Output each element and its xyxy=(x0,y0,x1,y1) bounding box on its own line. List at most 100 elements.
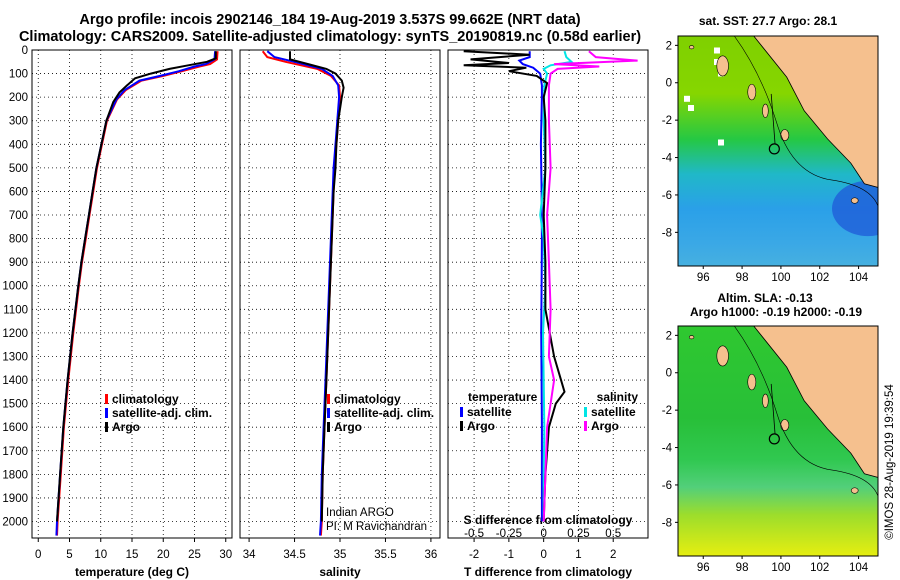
sdiff-legend-argo-swatch xyxy=(584,421,587,431)
sla-map-subtitle: Argo h1000: -0.19 h2000: -0.19 xyxy=(690,305,862,319)
depth-tick-label: 900 xyxy=(9,257,28,269)
sla_map-land xyxy=(753,326,878,478)
chart-title-line2: Climatology: CARS2009. Satellite-adjuste… xyxy=(18,29,642,45)
sdiff-axis-label: S difference from climatology xyxy=(464,513,633,527)
sal-annotation-line1: Indian ARGO xyxy=(326,507,394,519)
temp-legend-climatology-label: climatology xyxy=(112,392,179,406)
sla_map-lat-label: -2 xyxy=(662,405,672,417)
sst_map: 96 98 100 102 104 2 0 -2 -4 -6 -8 xyxy=(662,35,879,284)
sla_map-field xyxy=(678,326,878,556)
sal-legend-argo-swatch xyxy=(327,422,330,432)
tdiff-axis-label: T difference from climatology xyxy=(464,565,632,579)
sst_map-lon-label: 100 xyxy=(771,272,790,284)
sla_map-lon-label: 100 xyxy=(771,562,790,574)
sst_map-cold-patch xyxy=(832,180,878,237)
temp-legend-argo-swatch xyxy=(105,422,108,432)
temp-legend-satellite-swatch xyxy=(105,408,108,418)
tdiff-tick-label: 0 xyxy=(540,549,546,561)
sst_map-land xyxy=(753,36,878,188)
depth-tick-label: 700 xyxy=(9,210,28,222)
depth-tick-label: 1800 xyxy=(2,469,28,481)
depth-tick-label: 1500 xyxy=(2,399,28,411)
sla-map-title: Altim. SLA: -0.13 xyxy=(717,291,813,305)
sst_map-lat-label: 0 xyxy=(666,78,672,90)
sst-map-title: sat. SST: 27.7 Argo: 28.1 xyxy=(699,14,838,28)
sst_map-lat-label: -4 xyxy=(662,153,673,165)
sst_map-lon-label: 96 xyxy=(697,272,710,284)
sal-legend-satellite-swatch xyxy=(327,408,330,418)
depth-tick-label: 1400 xyxy=(2,375,28,387)
sdiff-tick-label: 0.5 xyxy=(605,528,621,540)
depth-tick-label: 100 xyxy=(9,69,28,81)
sal-argo-line xyxy=(289,51,345,522)
sla_map-lat-label: 0 xyxy=(666,368,672,380)
tdiff-tick-label: -2 xyxy=(469,549,479,561)
tdiff-argo-line xyxy=(463,50,566,522)
sal-tick-label: 35 xyxy=(334,549,347,561)
sst_map-lon-label: 98 xyxy=(736,272,749,284)
sst_map-cloud-pixel xyxy=(684,95,690,102)
sst_map-island xyxy=(747,83,757,101)
depth-tick-label: 300 xyxy=(9,116,28,128)
chart-title-line1: Argo profile: incois 2902146_184 19-Aug-… xyxy=(79,12,581,28)
temp-legend-climatology-swatch xyxy=(105,394,108,404)
sst_map-track xyxy=(770,93,776,145)
sla_map: 96 98 100 102 104 2 0 -2 -4 -6 -8 xyxy=(662,325,879,574)
depth-tick-label: 1200 xyxy=(2,328,28,340)
sst_map-lat-label: -8 xyxy=(662,227,672,239)
sal-tick-label: 35.5 xyxy=(374,549,396,561)
sst_map-frame xyxy=(677,35,879,267)
temp-legend-argo-label: Argo xyxy=(112,420,140,434)
sst_map-lon-label: 104 xyxy=(849,272,869,284)
sla_map-lat-label: -8 xyxy=(662,517,672,529)
sal-legend-climatology-swatch xyxy=(327,394,330,404)
depth-tick-label: 1900 xyxy=(2,493,28,505)
sst_map-lat-label: -2 xyxy=(662,115,672,127)
sst_map-lat-label: 2 xyxy=(666,40,672,52)
tdiff-tick-label: -1 xyxy=(504,549,514,561)
sdiff-tick-label: -0.5 xyxy=(464,528,484,540)
sla_map-lon-label: 104 xyxy=(849,562,869,574)
sst_map-island xyxy=(780,129,790,142)
depth-tick-label: 800 xyxy=(9,234,28,246)
tdiff-legend-satellite-swatch xyxy=(460,407,463,417)
tdiff-legend-argo-swatch xyxy=(460,421,463,431)
depth-tick-label: 1700 xyxy=(2,446,28,458)
sdiff-tick-label: 0.25 xyxy=(567,528,589,540)
sla_map-track xyxy=(770,383,776,435)
credit-timestamp: ©IMOS 28-Aug-2019 19:39:54 xyxy=(884,384,896,540)
sla_map-argo-marker xyxy=(768,433,780,445)
sdiff-legend-satellite-swatch xyxy=(584,407,587,417)
sst_map-lat-label: -6 xyxy=(662,190,672,202)
sdiff-legend-satellite-label: satellite xyxy=(591,405,636,419)
sla_map-lat-label: 2 xyxy=(666,330,672,342)
tdiff-legend-title: temperature xyxy=(468,390,538,404)
sst_map-island xyxy=(688,45,695,50)
temp-tick-label: 5 xyxy=(66,549,72,561)
sst_map-cloud-pixel xyxy=(714,47,720,54)
sdiff-argo-line xyxy=(542,50,638,522)
sal-legend-climatology-label: climatology xyxy=(334,392,401,406)
sst_map-lon-label: 102 xyxy=(810,272,829,284)
sal-tick-label: 34.5 xyxy=(283,549,305,561)
difference-panel: -2 -1 0 1 2 -0.5 -0.25 0 0.25 0.5S difference fro… xyxy=(447,49,649,579)
sla_map-lon-label: 96 xyxy=(697,562,710,574)
difference-frame xyxy=(447,49,649,539)
depth-tick-label: 2000 xyxy=(2,516,28,528)
temp-tick-label: 15 xyxy=(126,549,139,561)
sal-legend-argo-label: Argo xyxy=(334,420,362,434)
sst_map-island xyxy=(716,55,729,77)
temp-argo-line xyxy=(56,51,217,522)
sst_map-contour xyxy=(734,36,878,207)
temp-tick-label: 20 xyxy=(157,549,170,561)
sal-legend-satellite-label: satellite-adj. clim. xyxy=(334,406,434,420)
depth-tick-label: 1100 xyxy=(3,304,28,316)
tdiff-legend-satellite-label: satellite xyxy=(467,405,512,419)
sla_map-lat-label: -4 xyxy=(662,443,673,455)
sdiff-tick-label: 0 xyxy=(540,528,546,540)
sst_map-cloud-pixel xyxy=(688,105,694,111)
tdiff-satellite-line xyxy=(517,51,543,522)
temp-tick-label: 30 xyxy=(219,549,232,561)
sst_map-cloud-pixel xyxy=(718,139,724,146)
sal-annotation-line2: PI: M Ravichandran xyxy=(326,521,427,533)
